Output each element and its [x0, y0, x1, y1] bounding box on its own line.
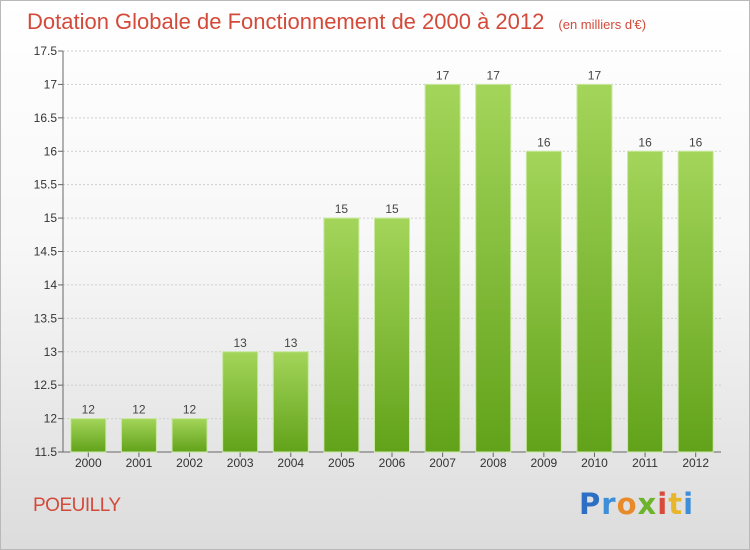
data-label: 12	[82, 403, 96, 417]
bar-2002	[171, 418, 208, 453]
x-tick-label: 2004	[277, 456, 304, 470]
y-tick-label: 16	[44, 144, 58, 158]
y-tick-label: 12.5	[34, 378, 58, 392]
x-tick-label: 2003	[227, 456, 254, 470]
y-tick-label: 15	[44, 211, 58, 225]
data-label: 12	[132, 403, 146, 417]
x-tick-label: 2000	[75, 456, 102, 470]
place-name: POEUILLY	[33, 495, 121, 516]
data-label: 12	[183, 403, 197, 417]
y-tick-label: 13.5	[34, 311, 58, 325]
y-tick-label: 17.5	[34, 44, 58, 58]
y-tick-label: 14	[44, 278, 58, 292]
x-tick-label: 2006	[379, 456, 406, 470]
x-tick-label: 2011	[632, 456, 658, 470]
x-tick-label: 2012	[682, 456, 709, 470]
data-label: 16	[638, 135, 652, 149]
x-tick-label: 2002	[176, 456, 203, 470]
bar-2007	[424, 83, 461, 453]
data-label: 15	[335, 202, 349, 216]
data-label: 16	[689, 135, 703, 149]
data-label: 13	[284, 336, 298, 350]
bar-2006	[374, 217, 410, 453]
y-tick-label: 16.5	[34, 111, 58, 125]
bar-2005	[323, 217, 360, 453]
data-label: 16	[537, 135, 551, 149]
data-label: 13	[233, 336, 247, 350]
y-tick-label: 13	[44, 345, 58, 359]
x-tick-label: 2010	[581, 456, 608, 470]
y-tick-label: 14.5	[34, 245, 58, 259]
chart-title: Dotation Globale de Fonctionnement de 20…	[27, 9, 646, 35]
y-tick-label: 12	[44, 412, 58, 426]
bar-2012	[677, 150, 714, 453]
bars	[70, 83, 714, 453]
y-tick-label: 17	[44, 77, 58, 91]
bar-2010	[576, 83, 613, 453]
data-label: 15	[385, 202, 399, 216]
bar-2009	[525, 150, 562, 453]
chart-subtitle: (en milliers d'€)	[558, 17, 647, 32]
data-label: 17	[487, 68, 501, 82]
x-tick-label: 2009	[530, 456, 557, 470]
y-tick-label: 11.5	[35, 445, 58, 459]
proxiti-logo: Proxiti	[579, 487, 695, 521]
x-tick-label: 2001	[126, 456, 153, 470]
bar-2008	[475, 83, 512, 453]
bar-2003	[222, 351, 259, 453]
x-tick-label: 2008	[480, 456, 507, 470]
data-label: 17	[436, 68, 450, 82]
bar-2011	[627, 150, 664, 453]
bar-2004	[272, 351, 309, 453]
y-tick-label: 15.5	[34, 178, 58, 192]
data-label: 17	[588, 68, 602, 82]
labels: 11.5 12 12.5 13 13.5 14 14.5 15 15.5 16 16.5 17 17.5…	[34, 44, 710, 470]
bar-2000	[70, 418, 107, 453]
x-tick-label: 2007	[429, 456, 456, 470]
x-tick-label: 2005	[328, 456, 355, 470]
bar-2001	[120, 418, 157, 453]
chart-title-text: Dotation Globale de Fonctionnement de 20…	[27, 9, 545, 34]
